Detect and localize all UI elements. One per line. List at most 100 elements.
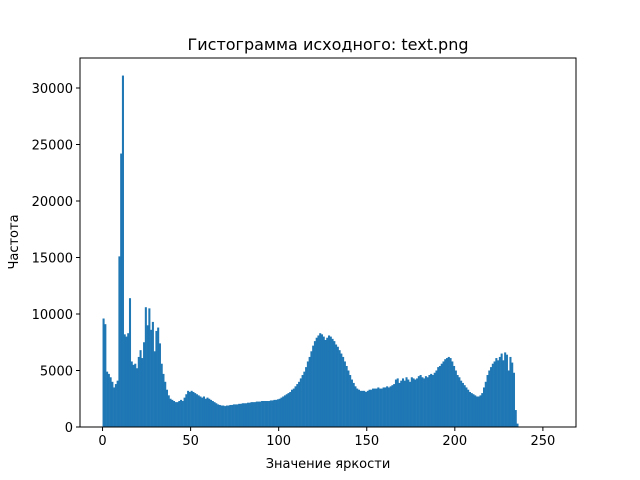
bar bbox=[164, 381, 167, 427]
bar bbox=[291, 389, 294, 427]
bar bbox=[171, 399, 174, 427]
bar bbox=[483, 387, 486, 427]
bar bbox=[301, 375, 304, 427]
bar bbox=[150, 329, 153, 427]
bar bbox=[192, 391, 195, 427]
bar bbox=[255, 401, 258, 427]
bar bbox=[225, 405, 228, 427]
bar bbox=[183, 397, 186, 427]
bar bbox=[305, 367, 308, 427]
bar bbox=[285, 394, 288, 427]
bar bbox=[215, 403, 218, 427]
x-tick-label: 0 bbox=[98, 434, 106, 449]
bar bbox=[465, 387, 468, 427]
bar bbox=[333, 341, 336, 427]
bar bbox=[444, 359, 447, 427]
bar bbox=[250, 402, 253, 427]
bar bbox=[114, 384, 117, 427]
bar bbox=[412, 378, 415, 427]
bars bbox=[102, 75, 519, 428]
bar bbox=[308, 356, 311, 427]
bar bbox=[238, 403, 241, 427]
bar bbox=[204, 398, 207, 427]
bar bbox=[410, 377, 413, 427]
bar bbox=[379, 388, 382, 427]
bar bbox=[405, 377, 408, 427]
bar bbox=[176, 402, 179, 427]
bar bbox=[361, 390, 364, 427]
bar bbox=[407, 379, 410, 427]
y-tick-label: 10000 bbox=[32, 308, 73, 323]
bar bbox=[224, 406, 227, 427]
bar bbox=[366, 390, 369, 427]
bar bbox=[280, 397, 283, 427]
y-axis-label: Частота bbox=[7, 214, 22, 269]
bar bbox=[419, 375, 422, 427]
bar bbox=[454, 370, 457, 427]
bar bbox=[310, 351, 313, 427]
bar bbox=[275, 399, 278, 427]
bar bbox=[206, 397, 209, 427]
bar bbox=[505, 354, 508, 427]
bar bbox=[350, 379, 353, 427]
bar bbox=[491, 363, 494, 427]
bar bbox=[188, 391, 191, 427]
bar bbox=[107, 373, 110, 427]
bar bbox=[456, 375, 459, 427]
bar bbox=[372, 388, 375, 427]
bar bbox=[137, 356, 140, 427]
bar bbox=[109, 377, 112, 427]
bar bbox=[208, 398, 211, 427]
bar bbox=[312, 345, 315, 427]
bar bbox=[400, 380, 403, 427]
bar bbox=[324, 339, 327, 427]
bar bbox=[217, 404, 220, 427]
bar bbox=[187, 390, 190, 427]
bar bbox=[336, 346, 339, 427]
bar bbox=[180, 399, 183, 427]
bar bbox=[349, 375, 352, 427]
bar bbox=[401, 378, 405, 427]
bar bbox=[424, 376, 427, 427]
bar bbox=[213, 402, 216, 427]
bar bbox=[227, 405, 230, 427]
bar bbox=[398, 382, 401, 427]
bar bbox=[299, 378, 302, 427]
bar bbox=[384, 387, 387, 427]
bar bbox=[447, 356, 450, 427]
x-tick-label: 250 bbox=[530, 434, 555, 449]
x-tick-label: 50 bbox=[182, 434, 199, 449]
bar bbox=[134, 363, 137, 427]
bar bbox=[143, 342, 146, 427]
bar bbox=[322, 336, 325, 427]
bar bbox=[106, 371, 109, 427]
bar bbox=[121, 75, 124, 428]
bar bbox=[475, 396, 479, 427]
bar bbox=[451, 361, 454, 427]
bar bbox=[266, 401, 269, 427]
bar bbox=[306, 361, 309, 427]
bar bbox=[259, 401, 262, 427]
bar bbox=[486, 375, 489, 427]
bar bbox=[446, 358, 449, 427]
bar bbox=[287, 393, 290, 427]
bar bbox=[181, 401, 184, 427]
bar bbox=[292, 388, 295, 427]
bar bbox=[229, 404, 232, 427]
bar bbox=[113, 387, 116, 427]
bar bbox=[116, 380, 119, 427]
bar bbox=[326, 337, 329, 427]
bar bbox=[234, 404, 237, 427]
bar bbox=[139, 350, 142, 427]
y-tick-label: 30000 bbox=[32, 82, 73, 97]
bar bbox=[495, 358, 498, 427]
bar bbox=[373, 388, 376, 427]
bar bbox=[128, 298, 132, 427]
bar bbox=[118, 256, 121, 427]
bar bbox=[174, 402, 177, 427]
bar bbox=[178, 401, 181, 427]
bar bbox=[231, 404, 234, 427]
bar bbox=[296, 384, 299, 427]
bar bbox=[155, 330, 158, 427]
bar bbox=[190, 390, 193, 427]
